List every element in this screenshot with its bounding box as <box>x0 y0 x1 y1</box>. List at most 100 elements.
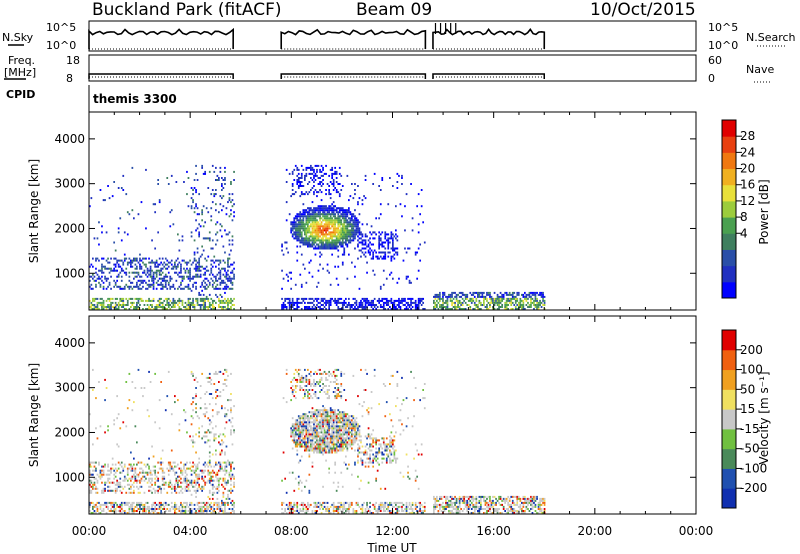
heatmap-cell <box>310 209 312 212</box>
heatmap-cell <box>322 421 324 424</box>
heatmap-cell <box>146 308 149 310</box>
heatmap-cell <box>329 233 332 236</box>
heatmap-cell <box>224 427 226 430</box>
heatmap-cell <box>396 247 399 250</box>
heatmap-cell <box>354 221 356 224</box>
heatmap-cell <box>293 423 296 426</box>
heatmap-cell <box>296 166 299 169</box>
heatmap-cell <box>198 275 201 278</box>
heatmap-cell <box>210 471 213 474</box>
heatmap-cell <box>201 489 204 492</box>
heatmap-cell <box>152 261 155 264</box>
heatmap-cell <box>101 469 103 472</box>
heatmap-cell <box>198 508 201 510</box>
heatmap-cell <box>122 304 125 306</box>
heatmap-cell <box>157 477 160 480</box>
heatmap-cell <box>143 471 146 474</box>
heatmap-cell <box>126 473 129 476</box>
heatmap-cell <box>215 372 217 375</box>
heatmap-cell <box>169 485 172 488</box>
heatmap-cell <box>293 489 296 492</box>
heatmap-cell <box>133 306 135 308</box>
heatmap-cell <box>511 301 514 304</box>
heatmap-cell <box>291 423 294 426</box>
heatmap-cell <box>211 485 214 488</box>
heatmap-cell <box>322 439 324 442</box>
heatmap-cell <box>128 372 131 375</box>
heatmap-cell <box>201 485 204 488</box>
heatmap-cell <box>146 269 149 272</box>
heatmap-cell <box>338 308 341 310</box>
heatmap-cell <box>542 291 544 294</box>
heatmap-cell <box>531 293 534 296</box>
heatmap-cell <box>210 477 213 480</box>
heatmap-cell <box>195 219 197 222</box>
heatmap-cell <box>108 197 111 200</box>
heatmap-cell <box>134 510 137 512</box>
heatmap-cell <box>319 255 321 258</box>
heatmap-cell <box>104 399 106 402</box>
heatmap-cell <box>299 445 302 448</box>
heatmap-cell <box>137 301 140 304</box>
heatmap-cell <box>152 501 155 504</box>
colorbar-swatch <box>722 152 736 170</box>
heatmap-cell <box>317 441 320 444</box>
heatmap-cell <box>136 479 138 482</box>
heatmap-cell <box>210 421 213 424</box>
heatmap-cell <box>137 287 140 290</box>
heatmap-cell <box>224 378 226 381</box>
heatmap-cell <box>175 265 178 268</box>
heatmap-cell <box>387 203 390 206</box>
heatmap-cell <box>381 245 384 248</box>
heatmap-cell <box>387 308 390 310</box>
heatmap-cell <box>227 497 229 500</box>
heatmap-cell <box>316 243 318 246</box>
heatmap-cell <box>114 263 117 266</box>
heatmap-cell <box>198 233 201 236</box>
heatmap-cell <box>493 291 496 294</box>
heatmap-cell <box>222 187 225 189</box>
heatmap-cell <box>331 211 334 214</box>
heatmap-cell <box>358 287 361 290</box>
heatmap-cell <box>288 299 291 302</box>
heatmap-cell <box>158 487 161 490</box>
heatmap-cell <box>455 306 458 308</box>
heatmap-cell <box>439 299 441 302</box>
heatmap-cell <box>151 503 153 506</box>
heatmap-cell <box>139 275 141 278</box>
heatmap-cell <box>211 415 214 418</box>
heatmap-cell <box>99 269 102 272</box>
heatmap-cell <box>320 439 323 442</box>
heatmap-cell <box>296 239 299 242</box>
heatmap-cell <box>190 403 193 406</box>
heatmap-cell <box>98 512 100 514</box>
heatmap-cell <box>108 477 111 480</box>
heatmap-cell <box>195 393 197 395</box>
heatmap-cell <box>224 287 226 290</box>
heatmap-cell <box>222 383 225 385</box>
heatmap-cell <box>219 223 222 226</box>
heatmap-cell <box>157 179 160 181</box>
heatmap-cell <box>125 271 128 274</box>
heatmap-cell <box>98 463 100 466</box>
heatmap-cell <box>90 465 93 468</box>
heatmap-cell <box>399 301 402 304</box>
heatmap-cell <box>300 417 303 420</box>
heatmap-cell <box>297 223 300 226</box>
heatmap-cell <box>174 485 176 488</box>
heatmap-cell <box>108 485 111 488</box>
heatmap-cell <box>291 299 294 302</box>
heatmap-cell <box>367 239 370 242</box>
heatmap-cell <box>307 508 309 510</box>
heatmap-cell <box>131 510 134 512</box>
heatmap-cell <box>161 304 164 306</box>
heatmap-cell <box>149 308 152 310</box>
heatmap-cell <box>225 285 228 288</box>
heatmap-cell <box>120 259 123 262</box>
heatmap-cell <box>215 285 217 288</box>
heatmap-cell <box>398 301 400 304</box>
heatmap-cell <box>505 297 508 300</box>
heatmap-cell <box>329 245 332 248</box>
colorbar-tick-label: 24 <box>740 145 755 159</box>
heatmap-cell <box>285 491 288 494</box>
